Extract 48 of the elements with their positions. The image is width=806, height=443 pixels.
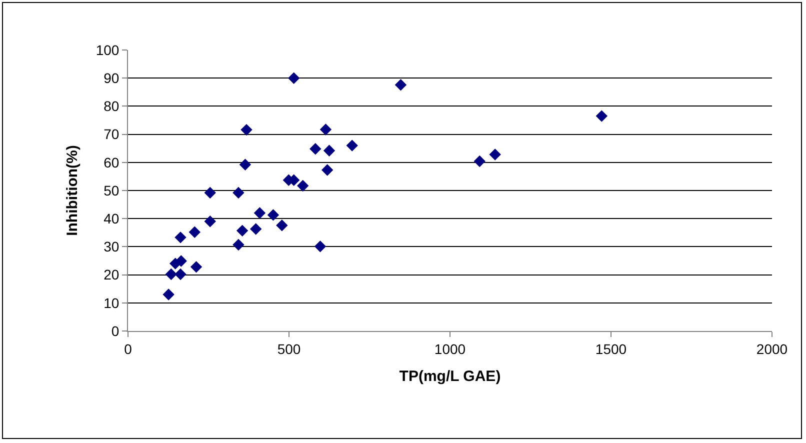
point (175, 255, 187, 267)
point (232, 186, 244, 199)
y-tick-label: 50 (104, 182, 120, 198)
point (288, 72, 300, 84)
point (174, 268, 186, 280)
point (276, 219, 288, 232)
y-tick-label: 90 (104, 70, 120, 86)
point (250, 223, 262, 235)
x-tick-label: 500 (277, 340, 301, 357)
point (188, 226, 200, 238)
x-tick-label: 1500 (595, 340, 627, 357)
point (239, 158, 252, 170)
x-tick-label: 1000 (434, 340, 466, 357)
point (190, 261, 202, 273)
y-axis-title: Inhibition(%) (64, 145, 82, 236)
point (267, 209, 280, 221)
point (346, 140, 358, 152)
y-tick-label: 10 (104, 294, 120, 311)
point (320, 124, 332, 136)
y-tick-label: 20 (104, 266, 120, 283)
y-tick-label: 100 (96, 42, 120, 58)
point (236, 224, 248, 237)
point (314, 240, 326, 252)
point (162, 288, 174, 300)
point (204, 216, 216, 228)
point (204, 186, 216, 199)
point (232, 238, 244, 251)
point (165, 268, 177, 280)
y-tick-label: 40 (104, 210, 120, 226)
point (321, 164, 334, 176)
point (596, 110, 608, 122)
point (174, 232, 186, 244)
point (323, 144, 336, 156)
y-tick-label: 80 (104, 98, 120, 114)
y-tick-label: 60 (104, 154, 120, 170)
y-tick-label: 70 (104, 126, 120, 142)
point (240, 124, 252, 136)
point (474, 155, 486, 168)
point (254, 207, 266, 219)
x-tick-label: 2000 (756, 340, 788, 357)
x-tick-label: 0 (124, 340, 132, 357)
point (489, 148, 501, 160)
y-tick-label: 0 (111, 322, 120, 339)
x-axis-title: TP(mg/L GAE) (399, 368, 501, 385)
point (394, 78, 407, 91)
point (297, 180, 309, 192)
point (310, 143, 322, 155)
y-tick-label: 30 (104, 238, 120, 255)
